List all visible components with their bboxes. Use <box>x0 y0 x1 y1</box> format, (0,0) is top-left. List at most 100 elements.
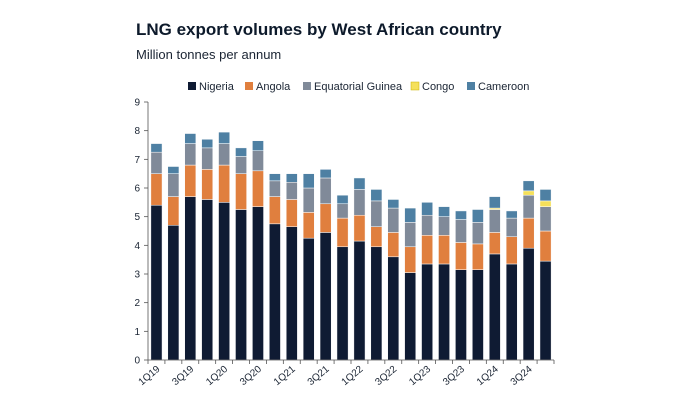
bar-segment-angola <box>252 170 264 207</box>
bar-segment-cameroon <box>539 189 552 202</box>
y-tick-label: 5 <box>134 212 140 223</box>
bar-stack-3Q23 <box>455 210 467 361</box>
bar-segment-cameroon <box>404 207 417 223</box>
bar-stack-3Q22 <box>387 199 400 361</box>
bar-segment-angola <box>336 217 349 248</box>
bar-segment-equatorial-guinea <box>302 187 315 213</box>
bar-segment-nigeria <box>472 269 484 361</box>
bar-segment-angola <box>539 230 552 262</box>
y-tick-label: 1 <box>134 327 140 338</box>
bar-segment-cameroon <box>353 177 366 190</box>
chart-title: LNG export volumes by West African count… <box>136 20 502 39</box>
x-tick-label: 1Q20 <box>204 364 230 388</box>
bar-segment-cameroon <box>252 140 264 151</box>
x-tick-label: 1Q24 <box>475 364 501 388</box>
chart-subtitle: Million tonnes per annum <box>136 47 282 62</box>
bar-segment-cameroon <box>421 202 433 216</box>
bar-segment-cameroon <box>201 139 214 149</box>
x-tick-label: 3Q20 <box>238 364 264 388</box>
bar-segment-nigeria <box>488 253 501 361</box>
bar-segment-nigeria <box>505 263 518 361</box>
bar-segment-angola <box>455 242 467 270</box>
bar-stack-4Q21 <box>336 194 349 361</box>
x-tick-label: 1Q22 <box>340 364 366 388</box>
bar-segment-angola <box>370 226 383 248</box>
bar-segment-equatorial-guinea <box>539 206 552 232</box>
bar-segment-angola <box>387 232 400 258</box>
bar-segment-equatorial-guinea <box>319 177 332 205</box>
bar-segment-nigeria <box>336 246 349 361</box>
y-axis: 0 1 2 3 4 5 6 7 8 9 <box>134 98 149 367</box>
bar-segment-equatorial-guinea <box>438 216 450 236</box>
bar-segment-nigeria <box>302 237 315 361</box>
bar-segment-cameroon <box>302 173 315 189</box>
bar-segment-equatorial-guinea <box>336 203 349 219</box>
bar-segment-angola <box>184 164 197 197</box>
bar-segment-nigeria <box>269 223 281 361</box>
bar-segment-cameroon <box>370 189 383 202</box>
bar-segment-angola <box>488 232 501 255</box>
bar-segment-equatorial-guinea <box>269 180 281 197</box>
bar-segment-cameroon <box>167 166 180 174</box>
bar-segment-nigeria <box>387 256 400 361</box>
bar-segment-angola <box>150 173 163 206</box>
bar-stack-3Q24 <box>522 180 535 361</box>
bar-stack-2Q22 <box>370 189 383 361</box>
bar-segment-equatorial-guinea <box>353 189 366 216</box>
bar-segment-angola <box>353 214 366 242</box>
bar-stack-3Q19 <box>184 133 197 361</box>
x-tick-label: 1Q21 <box>272 364 298 388</box>
x-tick-label: 3Q22 <box>373 364 399 388</box>
y-tick-label: 3 <box>134 270 140 281</box>
legend-swatch <box>303 82 311 90</box>
bar-segment-nigeria <box>353 240 366 361</box>
bar-segment-equatorial-guinea <box>252 150 264 172</box>
bar-segment-nigeria <box>201 199 214 361</box>
bar-segment-cameroon <box>438 206 450 217</box>
bar-segment-equatorial-guinea <box>201 147 214 170</box>
y-tick-label: 9 <box>134 98 140 109</box>
bar-segment-angola <box>167 196 180 226</box>
bar-segment-nigeria <box>184 196 197 361</box>
legend-label: Angola <box>256 81 291 93</box>
bar-segment-equatorial-guinea <box>150 151 163 174</box>
bar-stack-4Q24 <box>539 189 552 361</box>
y-tick-label: 7 <box>134 155 140 166</box>
bar-segment-nigeria <box>150 204 163 361</box>
bar-stack-1Q24 <box>488 196 501 361</box>
bar-segment-cameroon <box>472 209 484 223</box>
bar-segment-equatorial-guinea <box>455 219 467 243</box>
x-tick-label: 3Q24 <box>509 364 535 388</box>
legend-swatch <box>410 81 420 91</box>
bar-stack-2Q20 <box>235 147 247 361</box>
bar-segment-equatorial-guinea <box>370 200 383 227</box>
y-tick-label: 2 <box>134 298 140 309</box>
bar-segment-congo <box>539 200 552 207</box>
legend-swatch <box>188 82 196 90</box>
bar-segment-cameroon <box>285 173 298 183</box>
legend-swatch <box>245 82 253 90</box>
legend-label: Nigeria <box>199 81 235 93</box>
bar-stack-1Q22 <box>353 177 366 361</box>
chart-legend: Nigeria Angola Equatorial Guinea Congo Camer… <box>188 81 529 93</box>
bar-segment-nigeria <box>235 209 247 361</box>
bar-segment-cameroon <box>522 180 535 192</box>
x-tick-label: 3Q23 <box>441 364 467 388</box>
bar-segment-angola <box>285 199 298 227</box>
bar-segment-cameroon <box>269 173 281 182</box>
bar-segment-equatorial-guinea <box>167 173 180 197</box>
legend-label: Cameroon <box>478 81 529 93</box>
bar-segment-nigeria <box>252 206 264 361</box>
bar-segment-cameroon <box>150 143 163 153</box>
bar-segment-nigeria <box>522 247 535 361</box>
bar-segment-angola <box>404 246 417 273</box>
bar-stack-1Q23 <box>421 202 433 361</box>
y-tick-label: 0 <box>134 356 140 367</box>
bar-segment-equatorial-guinea <box>404 222 417 248</box>
bar-segment-equatorial-guinea <box>235 156 247 174</box>
bar-segment-equatorial-guinea <box>184 143 197 166</box>
y-tick-label: 8 <box>134 126 140 137</box>
bar-stack-1Q20 <box>218 131 230 361</box>
bar-segment-congo <box>522 190 535 196</box>
